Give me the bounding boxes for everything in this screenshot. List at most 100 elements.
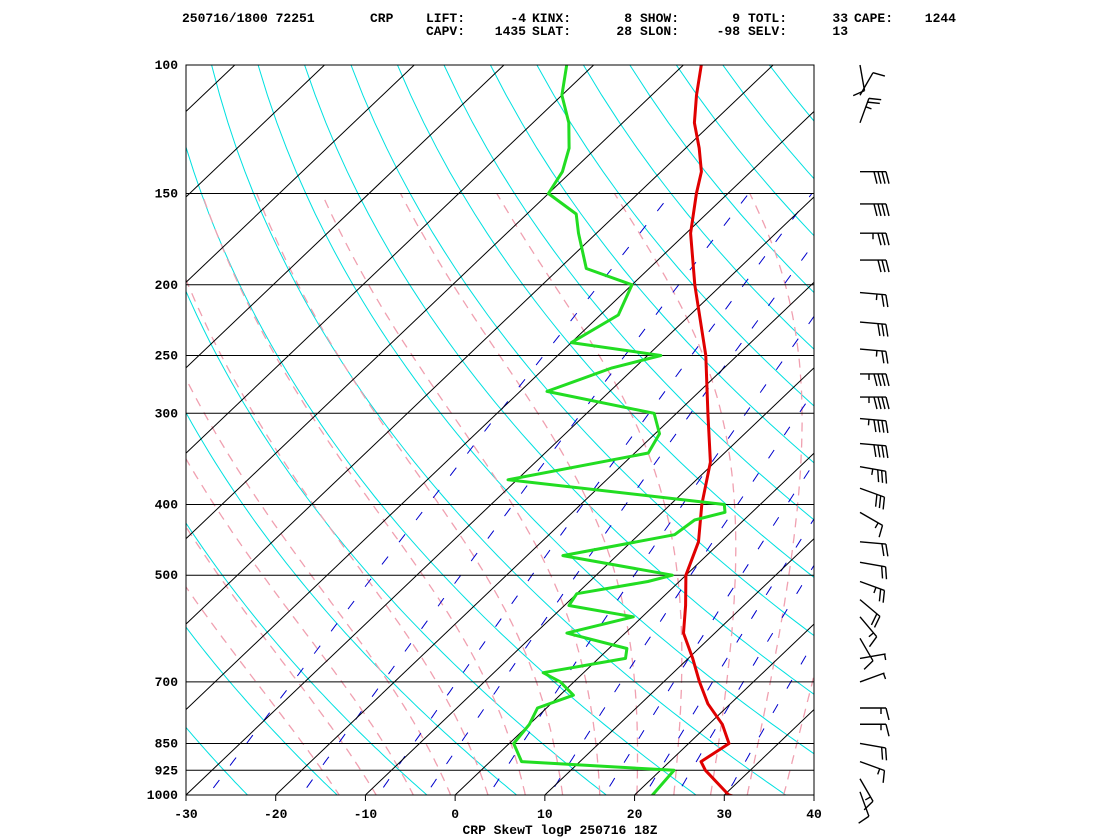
capv-value: 1435 — [494, 24, 526, 39]
moist-adiabat — [186, 277, 489, 795]
dry-adiabat — [186, 726, 249, 795]
totl-value: 33 — [832, 11, 848, 26]
wind-barb — [860, 396, 890, 410]
plot-frame — [185, 64, 815, 796]
isotherm — [186, 65, 505, 369]
cape-value: 1244 — [924, 11, 956, 26]
selv-label: SELV: — [748, 24, 788, 39]
isotherm — [904, 65, 1120, 795]
isotherm — [365, 367, 814, 795]
wind-barb — [859, 637, 874, 670]
mixing-ratio-line — [726, 641, 814, 795]
wind-barb — [859, 511, 884, 538]
wind-barb — [859, 653, 887, 661]
wind-barb — [860, 203, 890, 217]
wind-barb — [859, 760, 886, 783]
mixing-ratio-line — [207, 193, 672, 795]
dry-adiabat — [722, 65, 814, 180]
wind-barb — [859, 742, 888, 761]
dry-adiabat — [790, 32, 1120, 811]
wind-barb — [859, 348, 889, 364]
wind-barb — [859, 616, 878, 648]
wind-barbs — [852, 64, 890, 824]
moist-adiabat — [399, 193, 639, 795]
show-value: 9 — [732, 11, 740, 26]
profiles — [506, 65, 735, 795]
wind-barb — [860, 373, 890, 387]
mixing-ratio-line — [548, 390, 814, 795]
dry-adiabat — [350, 65, 814, 637]
sounding-id: 250716/1800 72251 — [182, 11, 315, 26]
mixing-ratio-line — [603, 462, 814, 795]
totl-label: TOTL: — [748, 11, 788, 26]
mixing-ratio-line — [644, 517, 814, 795]
dry-adiabat — [536, 65, 814, 407]
moist-adiabat — [201, 193, 526, 795]
cape-label: CAPE: — [854, 11, 894, 26]
station-id: CRP — [370, 11, 394, 26]
isotherm — [186, 65, 774, 625]
wind-barb — [859, 561, 888, 580]
wind-barb — [860, 170, 890, 184]
wind-barb — [859, 97, 882, 124]
header-line-1: 250716/1800 72251 — [182, 12, 315, 25]
pressure-tick-label: 400 — [155, 498, 179, 513]
dry-adiabat — [0, 32, 172, 811]
dry-adiabat — [582, 65, 814, 350]
temperature-tick-label: 40 — [806, 807, 822, 822]
pressure-tick-label: 250 — [155, 348, 179, 363]
wind-barb — [859, 465, 888, 484]
moist-adiabat — [746, 193, 803, 795]
wind-barb — [859, 580, 886, 603]
temperature-tick-label: -10 — [354, 807, 378, 822]
isotherm — [186, 110, 814, 711]
isobars — [186, 64, 814, 796]
temperature-tick-label: 20 — [627, 807, 643, 822]
moist-adiabat — [186, 525, 377, 795]
dry-adiabat — [186, 626, 338, 795]
isotherm — [186, 65, 236, 113]
pressure-tick-label: 1000 — [147, 788, 178, 803]
pressure-tick-label: 500 — [155, 568, 179, 583]
lift-value: -4 — [510, 11, 526, 26]
isotherm — [186, 65, 594, 454]
pressure-tick-label: 150 — [155, 187, 179, 202]
slat-label: SLAT: — [532, 24, 572, 39]
wind-barb — [860, 723, 890, 737]
dry-adiabat — [925, 32, 1120, 811]
moist-adiabat — [321, 193, 601, 795]
isotherm — [454, 452, 814, 795]
dry-adiabat — [186, 411, 518, 795]
dry-adiabat — [1061, 32, 1120, 811]
kinx-value: 8 — [624, 11, 632, 26]
mixing-ratio-line — [676, 564, 814, 795]
dry-adiabat — [1016, 32, 1120, 811]
isotherm — [723, 708, 814, 795]
isotherm — [186, 196, 814, 795]
dry-adiabat — [629, 65, 814, 294]
wind-barb — [859, 72, 886, 96]
temperature-tick-label: 0 — [451, 807, 459, 822]
pressure-tick-label: 300 — [155, 406, 179, 421]
wind-barb — [859, 442, 889, 459]
dewpoint-line — [506, 65, 727, 795]
temperature-axis-labels: -30 -20 -10 0 10 20 30 40 — [174, 795, 822, 822]
temperature-tick-label: 10 — [537, 807, 553, 822]
pressure-axis-labels: 100 150 200 250 300 400 500 700 850 925 1000 — [147, 58, 178, 803]
moist-adiabat — [186, 457, 415, 795]
wind-barb — [859, 291, 889, 308]
wind-barb — [860, 707, 890, 721]
isotherm — [186, 65, 684, 540]
kinx-label: KINX: — [532, 11, 572, 26]
dry-adiabat — [971, 32, 1120, 811]
dry-adiabat — [880, 32, 1120, 811]
pressure-tick-label: 200 — [155, 278, 179, 293]
selv-value: 13 — [832, 24, 848, 39]
wind-barb — [859, 672, 887, 683]
pressure-tick-label: 850 — [155, 736, 179, 751]
isotherm — [544, 537, 814, 795]
mixing-ratio-line — [300, 193, 750, 795]
wind-barb — [859, 541, 889, 557]
slon-label: SLON: — [640, 24, 680, 39]
